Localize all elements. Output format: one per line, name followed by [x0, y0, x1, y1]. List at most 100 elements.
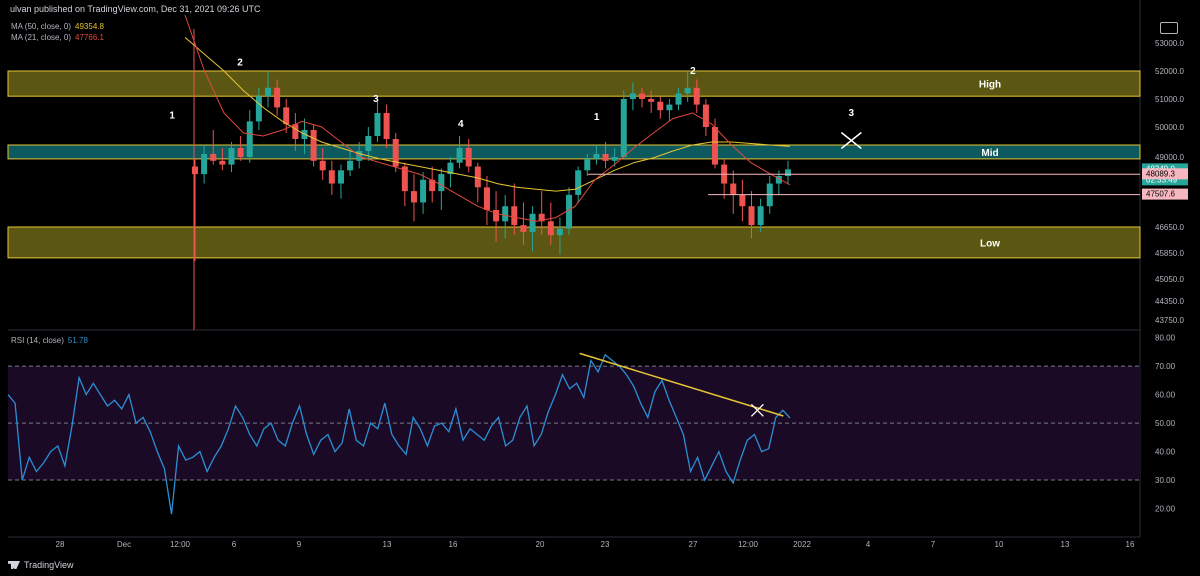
candle-body [201, 154, 208, 175]
rsi-line [7, 353, 791, 515]
candle-body [420, 179, 427, 203]
time-tick-label: 10 [995, 540, 1004, 549]
time-tick-label: Dec [117, 540, 131, 549]
candle-body [319, 160, 326, 171]
candle-body [529, 213, 536, 232]
candle-body [292, 124, 299, 139]
tradingview-logo-text: TradingView [24, 560, 74, 570]
time-tick-label: 28 [56, 540, 65, 549]
candle-body [775, 176, 782, 184]
wave-label: 2 [690, 66, 696, 77]
candle-body [365, 136, 372, 151]
price-tick-label: 44350.0 [1155, 297, 1184, 306]
candle-body [648, 99, 655, 102]
wave-annotations: 1 2 3 4 1 2 3 [169, 57, 862, 150]
price-tick-label: 45050.0 [1155, 275, 1184, 284]
rsi-tick-label: 20.00 [1155, 505, 1176, 514]
ma50-line [184, 37, 791, 192]
candle-body [575, 170, 582, 195]
zone-mid [7, 144, 1141, 160]
zone-label-high: High [979, 80, 1001, 91]
candle-body [347, 160, 354, 171]
time-tick-label: 16 [1126, 540, 1135, 549]
candle-body [246, 121, 253, 157]
tradingview-logo-icon [8, 561, 20, 569]
price-tick-label: 49000.0 [1155, 153, 1184, 162]
time-tick-label: 20 [536, 540, 545, 549]
wave-label: 3 [849, 108, 855, 119]
candle-body [739, 194, 746, 207]
published-note: ulvan published on TradingView.com, Dec … [10, 4, 261, 14]
wave-label: 3 [373, 94, 379, 105]
wave-label: 4 [458, 119, 464, 130]
candle-body [410, 191, 417, 203]
price-tick-label: 45850.0 [1155, 249, 1184, 258]
ma50-legend[interactable]: MA (50, close, 0) 49354.8 [11, 22, 104, 31]
candle-body [328, 170, 335, 184]
ma50-value: 49354.8 [75, 22, 104, 31]
candle-body [438, 174, 445, 192]
candle-body [237, 148, 244, 157]
price-axis[interactable]: 53000.052000.051000.050000.049000.048000… [1142, 39, 1188, 325]
time-tick-label: 12:00 [738, 540, 759, 549]
candle-body [520, 225, 527, 232]
time-tick-label: 12:00 [170, 540, 191, 549]
moving-average-lines [184, 14, 791, 222]
candle-body [602, 154, 609, 161]
cross-marker [840, 131, 862, 150]
candle-body [392, 139, 399, 167]
candle-body [702, 104, 709, 127]
tradingview-logo[interactable]: TradingView [8, 560, 74, 570]
candle-body [502, 206, 509, 222]
price-label-tag [1142, 188, 1188, 200]
price-label-countdown: 02:33:49 [1146, 175, 1178, 184]
candle-body [337, 170, 344, 184]
time-tick-label: 27 [689, 540, 698, 549]
price-label-tag [1142, 168, 1188, 180]
candle-body [283, 107, 290, 125]
time-axis[interactable]: 28 Dec 12:00 6 9 13 16 20 23 27 12:00 2022 4 7 10 13 16 [56, 540, 1135, 549]
candle-body [474, 166, 481, 188]
candle-body [538, 213, 545, 222]
rsi-panel[interactable]: 80.00 70.00 60.00 50.00 40.00 30.00 20.00 [7, 334, 1176, 515]
rsi-tick-label: 80.00 [1155, 334, 1176, 343]
time-tick-label: 13 [383, 540, 392, 549]
rsi-value: 51.78 [67, 336, 88, 345]
candle-body [757, 206, 764, 226]
zone-high [7, 70, 1141, 97]
candle-body [556, 228, 563, 236]
rsi-tick-label: 40.00 [1155, 448, 1176, 457]
candle-body [620, 99, 627, 157]
candle-body [429, 179, 436, 192]
rsi-legend[interactable]: RSI (14, close) 51.78 [11, 336, 88, 345]
price-tick-label: 52000.0 [1155, 67, 1184, 76]
candle-body [547, 221, 554, 236]
candle-body [657, 101, 664, 111]
pane-settings-icon[interactable] [1160, 22, 1178, 34]
rsi-tick-label: 70.00 [1155, 362, 1176, 371]
time-tick-label: 7 [931, 540, 936, 549]
price-tick-label: 51000.0 [1155, 95, 1184, 104]
time-tick-label: 16 [449, 540, 458, 549]
time-tick-label: 6 [232, 540, 237, 549]
zone-label-low: Low [980, 238, 1000, 249]
price-tick-label: 50000.0 [1155, 123, 1184, 132]
time-tick-label: 23 [601, 540, 610, 549]
candle-body [511, 206, 518, 226]
candle-body [192, 166, 198, 175]
zone-label-mid: Mid [981, 148, 998, 159]
rsi-label: RSI (14, close) [11, 336, 64, 345]
candle-body [748, 206, 755, 226]
price-zones: High Mid Low [7, 70, 1141, 259]
price-label-text: 48089.3 [1146, 169, 1175, 178]
rsi-tick-label: 60.00 [1155, 391, 1176, 400]
candle-body [785, 169, 791, 176]
rsi-tick-label: 50.00 [1155, 419, 1176, 428]
candle-body [611, 157, 618, 161]
rsi-tick-label: 30.00 [1155, 476, 1176, 485]
candle-body [465, 148, 472, 167]
ma21-legend[interactable]: MA (21, close, 0) 47766.1 [11, 33, 104, 42]
ma21-value: 47766.1 [75, 33, 104, 42]
rsi-trendline [579, 352, 784, 417]
